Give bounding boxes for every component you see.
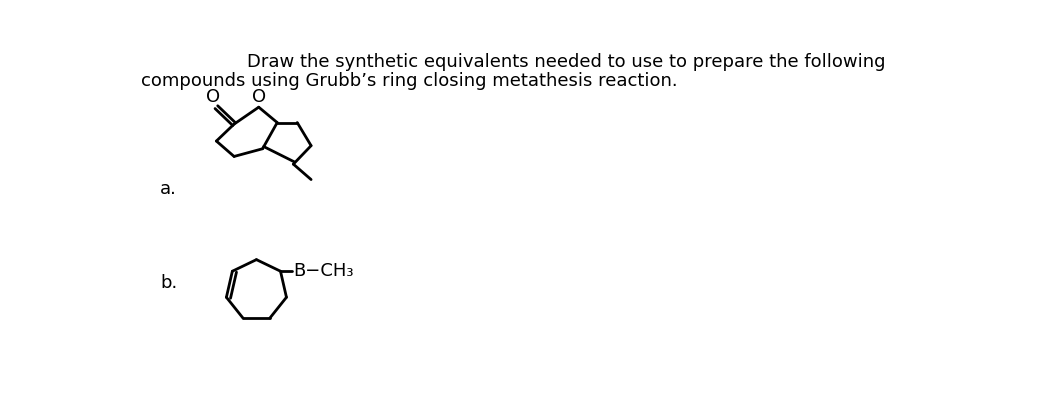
Text: B−CH₃: B−CH₃ xyxy=(293,262,354,280)
Text: O: O xyxy=(252,88,266,106)
Text: a.: a. xyxy=(161,180,178,198)
Text: b.: b. xyxy=(161,274,178,292)
Text: compounds using Grubb’s ring closing metathesis reaction.: compounds using Grubb’s ring closing met… xyxy=(140,72,677,90)
Text: Draw the synthetic equivalents needed to use to prepare the following: Draw the synthetic equivalents needed to… xyxy=(248,53,885,71)
Text: O: O xyxy=(206,88,220,106)
